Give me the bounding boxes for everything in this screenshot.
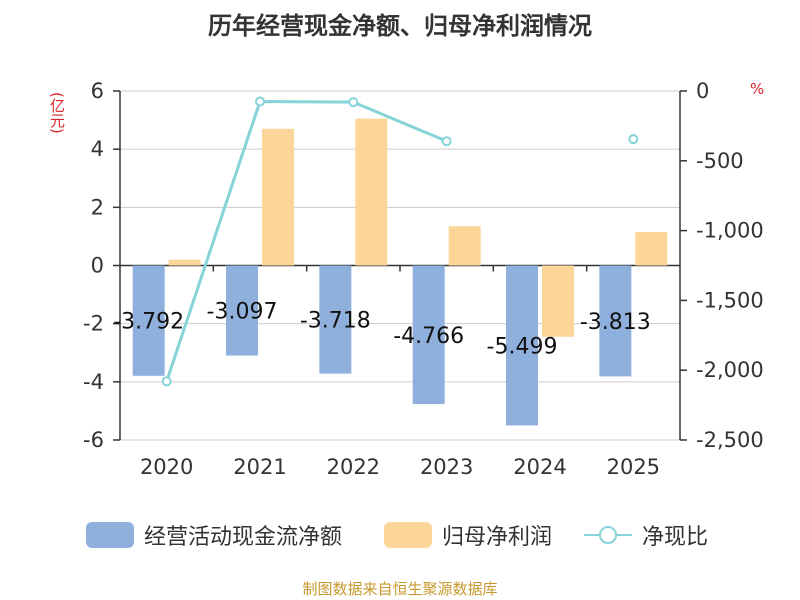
right-axis-tick-label: -500 xyxy=(696,149,744,173)
legend-label-net-profit: 归母净利润 xyxy=(442,525,553,550)
legend-item-cash-flow[interactable]: 经营活动现金流净额 xyxy=(86,518,342,552)
point-cash-ratio xyxy=(441,136,452,147)
left-axis-tick-label: 2 xyxy=(91,195,104,219)
point-cash-ratio xyxy=(348,97,359,108)
source-note: 制图数据来自恒生聚源数据库 xyxy=(302,580,498,598)
left-axis-tick-label: -4 xyxy=(83,370,104,394)
legend: 经营活动现金流净额 归母净利润 净现比 xyxy=(0,518,800,552)
bar-cash-flow xyxy=(599,265,632,377)
legend-swatch-cash-flow xyxy=(86,522,134,548)
legend-label-cash-flow: 经营活动现金流净额 xyxy=(144,525,343,550)
right-axis-tick-label: -1,500 xyxy=(696,288,764,312)
x-axis-tick-label: 2024 xyxy=(513,455,566,479)
bar-cash-flow xyxy=(506,265,538,426)
left-axis-unit: (亿元) xyxy=(48,92,66,134)
left-axis-tick-label: 0 xyxy=(91,254,104,278)
point-cash-ratio xyxy=(161,376,172,387)
left-axis-tick-label: 4 xyxy=(91,137,104,161)
data-label-cash-flow: -3.718 xyxy=(300,309,371,334)
legend-line-cash-ratio-icon xyxy=(584,522,632,548)
x-axis-tick-label: 2025 xyxy=(607,455,660,479)
point-cash-ratio xyxy=(255,96,265,107)
legend-item-cash-ratio[interactable]: 净现比 xyxy=(584,518,708,552)
left-axis-tick-label: 6 xyxy=(91,79,104,103)
x-axis-tick-label: 2021 xyxy=(233,455,286,479)
left-axis-tick-label: -2 xyxy=(83,312,104,336)
x-axis-tick-label: 2022 xyxy=(327,455,380,479)
x-axis-tick-label: 2020 xyxy=(140,455,193,479)
right-axis-tick-label: -2,500 xyxy=(696,428,764,452)
chart-title: 历年经营现金净额、归母净利润情况 xyxy=(208,12,592,40)
bar-net-profit xyxy=(542,265,574,337)
data-label-cash-flow: -3.792 xyxy=(113,310,184,335)
bar-net-profit xyxy=(355,118,388,266)
right-axis-tick-label: -2,000 xyxy=(696,358,764,382)
data-label-cash-flow: -3.097 xyxy=(207,300,278,325)
bar-cash-flow xyxy=(132,265,165,376)
data-label-cash-flow: -5.499 xyxy=(487,334,558,359)
point-cash-ratio xyxy=(628,134,639,145)
bar-net-profit xyxy=(635,232,668,266)
bar-net-profit xyxy=(448,226,481,266)
right-axis-unit: % xyxy=(750,80,765,98)
legend-swatch-net-profit xyxy=(384,522,432,548)
line-cash-ratio xyxy=(165,99,448,382)
left-axis-tick-label: -6 xyxy=(83,428,104,452)
data-label-cash-flow: -4.766 xyxy=(393,324,464,349)
bar-net-profit xyxy=(168,259,201,266)
bar-cash-flow xyxy=(412,265,445,405)
right-axis-tick-label: -1,000 xyxy=(696,219,764,243)
x-axis-tick-label: 2023 xyxy=(420,455,473,479)
legend-item-net-profit[interactable]: 归母净利润 xyxy=(384,518,552,552)
legend-label-cash-ratio: 净现比 xyxy=(642,525,709,550)
bar-net-profit xyxy=(262,128,294,266)
data-label-cash-flow: -3.813 xyxy=(580,310,651,335)
bar-cash-flow xyxy=(226,265,258,356)
bar-cash-flow xyxy=(319,265,352,374)
right-axis-tick-label: 0 xyxy=(696,79,709,103)
